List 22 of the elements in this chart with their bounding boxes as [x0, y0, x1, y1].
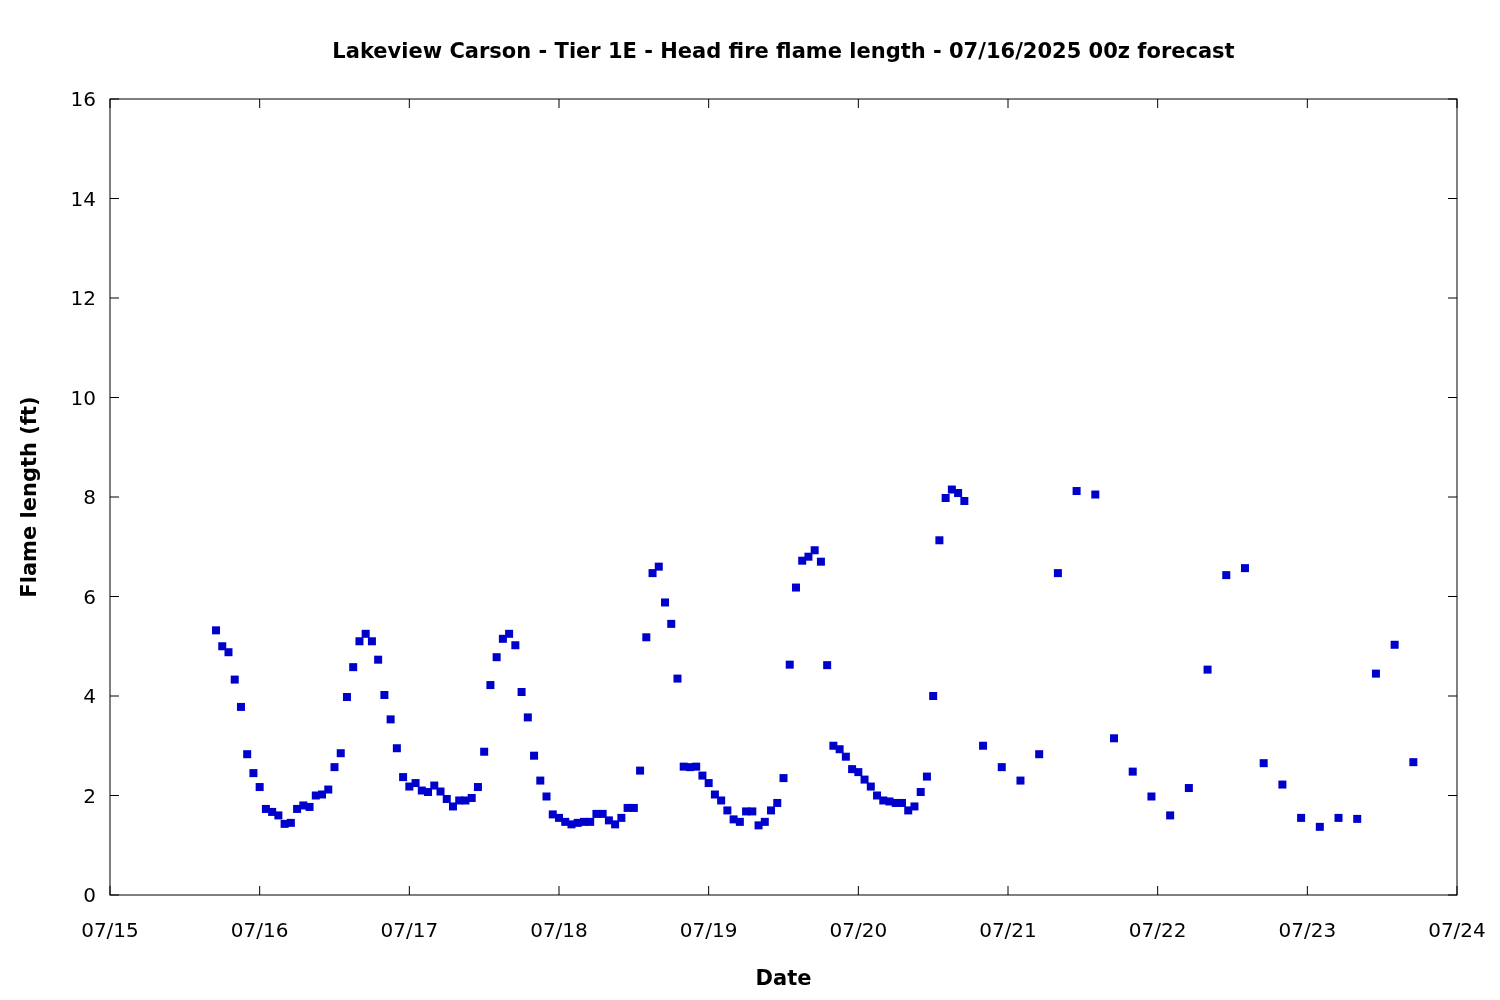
x-tick-label: 07/21 — [979, 918, 1037, 942]
x-tick-label: 07/20 — [829, 918, 888, 942]
y-tick-label: 2 — [83, 783, 96, 808]
x-tick-label: 07/18 — [530, 918, 588, 942]
chart-title: Lakeview Carson - Tier 1E - Head fire flame length - 07/16/2025 00z forecast — [332, 39, 1235, 63]
y-tick-label: 12 — [70, 286, 96, 310]
x-tick-label: 07/19 — [679, 918, 738, 942]
x-axis-title: Date — [755, 966, 812, 990]
y-tick-label: 14 — [70, 186, 96, 211]
x-tick-label: 07/17 — [380, 918, 439, 942]
x-tick-label: 07/15 — [81, 918, 139, 942]
y-tick-label: 4 — [83, 684, 96, 708]
x-tick-label: 07/22 — [1128, 918, 1187, 942]
x-tick-label: 07/16 — [230, 918, 289, 942]
x-tick-label: 07/24 — [1428, 918, 1486, 942]
x-tick-label: 07/23 — [1278, 918, 1337, 942]
y-axis-title: Flame length (ft) — [17, 396, 41, 598]
y-tick-label: 6 — [83, 584, 96, 609]
y-tick-label: 8 — [83, 485, 96, 509]
y-tick-label: 10 — [70, 385, 96, 410]
y-tick-label: 0 — [83, 883, 96, 907]
y-tick-label: 16 — [70, 87, 96, 111]
